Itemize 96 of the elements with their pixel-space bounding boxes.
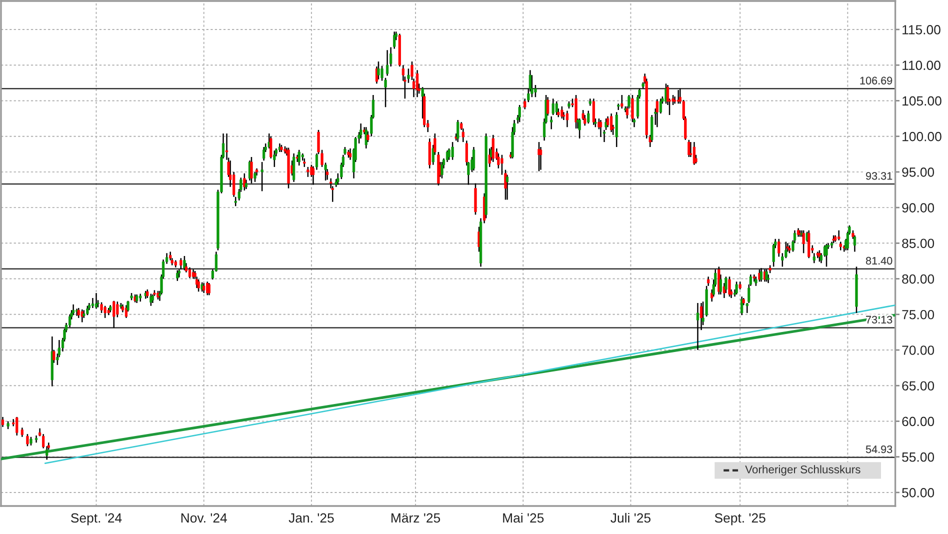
x-tick-label: Nov. '24: [181, 513, 227, 523]
candlestick: [262, 146, 266, 162]
y-tick-label: 90.00: [902, 203, 934, 212]
candlestick: [724, 276, 728, 294]
candlestick: [492, 134, 494, 163]
candlestick: [451, 141, 454, 160]
candlestick: [448, 148, 450, 160]
candlestick: [104, 305, 106, 319]
candlestick: [812, 252, 816, 264]
y-tick-label: 65.00: [902, 381, 934, 391]
y-tick-label: 105.00: [902, 96, 942, 106]
candlestick: [360, 122, 362, 140]
candlestick: [208, 282, 210, 296]
candlestick: [416, 69, 419, 98]
ref-line-label: 106.69: [860, 76, 892, 84]
candlestick: [26, 433, 29, 447]
candlestick: [760, 267, 763, 282]
candlestick: [112, 300, 116, 329]
y-tick-label: 95.00: [902, 168, 934, 177]
candlestick: [202, 282, 206, 294]
y-tick-label: 55.00: [902, 452, 934, 462]
candlestick: [260, 161, 264, 192]
candlestick: [428, 138, 431, 170]
candlestick: [292, 152, 296, 183]
x-tick-label: Jan. '25: [288, 513, 334, 523]
candlestick: [377, 60, 380, 80]
y-tick-label: 80.00: [902, 274, 934, 284]
candlestick: [808, 230, 810, 259]
candlestick: [1, 416, 4, 428]
candlestick: [20, 427, 24, 438]
y-tick-label: 110.00: [902, 60, 940, 70]
candlestick: [68, 314, 72, 328]
candlestick: [592, 98, 595, 126]
candlestick: [91, 297, 94, 309]
candlestick: [656, 98, 658, 128]
x-tick-label: Mai '25: [503, 512, 544, 523]
x-tick-label: Juli '25: [610, 512, 650, 523]
ref-line-label: 93.31: [866, 172, 892, 180]
candlestick: [587, 110, 590, 124]
candlestick: [183, 255, 186, 271]
candlestick: [306, 166, 310, 178]
candlestick: [46, 446, 48, 460]
candlestick: [116, 300, 119, 318]
candlestick: [250, 156, 253, 184]
candlestick: [72, 304, 75, 316]
candlestick: [456, 119, 460, 143]
candlestick: [566, 110, 569, 128]
x-tick-label: Sept. '24: [71, 513, 122, 526]
candlestick: [100, 302, 103, 314]
annotation: Vorheriger Schlusskurs: [745, 465, 860, 476]
candlestick: [552, 98, 554, 116]
candlestick: [534, 84, 537, 98]
candlestick: [386, 50, 389, 76]
x-tick-label: März '25: [392, 513, 440, 523]
candlestick: [599, 119, 602, 138]
candlestick: [188, 266, 192, 279]
candlestick: [735, 281, 738, 296]
x-tick-label: Sept. '25: [714, 513, 766, 526]
y-tick-label: 50.00: [902, 488, 934, 498]
y-tick-label: 100.00: [902, 132, 942, 142]
candlestick: [200, 282, 204, 292]
candlestick: [506, 174, 509, 200]
candlestick: [853, 234, 856, 252]
candlestick: [440, 161, 444, 179]
candlestick: [472, 146, 476, 172]
candlestick: [254, 171, 256, 183]
candlestick: [838, 230, 840, 241]
y-tick-label: 85.00: [902, 238, 934, 248]
candlestick: [606, 116, 610, 128]
candlestick: [474, 182, 477, 216]
candlestick: [604, 118, 608, 131]
y-tick-label: 115.00: [902, 25, 940, 34]
y-tick-label: 60.00: [902, 416, 934, 426]
y-tick-label: 70.00: [902, 346, 934, 355]
candlestick: [16, 416, 18, 436]
candlestick: [86, 305, 89, 316]
y-tick-label: 75.00: [902, 310, 934, 320]
candlestick: [243, 172, 246, 192]
candlestick: [707, 276, 710, 287]
candlestick: [539, 146, 542, 170]
candlestick: [555, 100, 558, 116]
ref-line-label: 54.93: [866, 445, 892, 454]
candlestick: [615, 111, 618, 148]
candlestick: [550, 116, 553, 130]
candlestick: [659, 98, 662, 114]
candlestick: [80, 308, 84, 323]
candlestick: [530, 74, 534, 98]
candlestick: [180, 258, 182, 270]
candlestick: [696, 302, 700, 351]
candlestick: [620, 94, 624, 110]
candlestick: [197, 278, 200, 292]
candlestick: [688, 139, 690, 158]
candlestick: [584, 114, 586, 126]
ref-line-label: 81.40: [866, 256, 892, 265]
candlestick: [772, 243, 775, 268]
candlestick: [631, 94, 634, 123]
